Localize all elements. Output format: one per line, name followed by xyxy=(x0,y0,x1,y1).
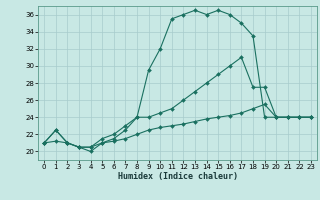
X-axis label: Humidex (Indice chaleur): Humidex (Indice chaleur) xyxy=(118,172,238,181)
